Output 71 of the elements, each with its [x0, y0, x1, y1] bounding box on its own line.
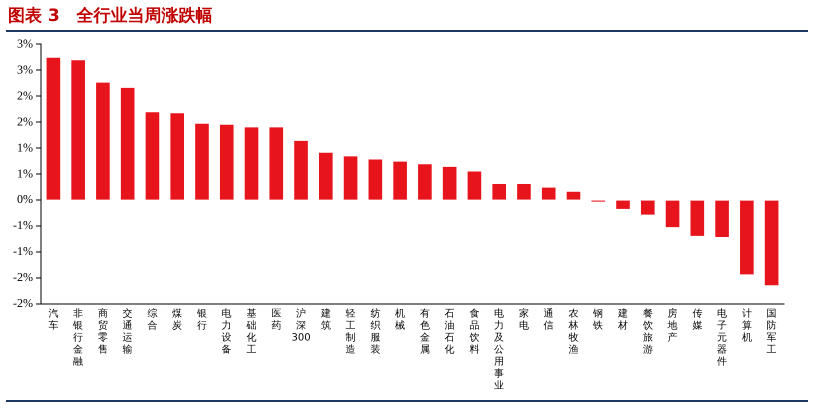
bar: [220, 124, 234, 200]
bar: [71, 60, 85, 200]
x-tick-label: 医药: [271, 308, 282, 332]
bar: [269, 127, 284, 200]
bar: [640, 200, 655, 215]
y-tick-label: -1%: [12, 218, 33, 232]
bar: [715, 200, 729, 237]
bar: [690, 200, 704, 236]
x-tick-label: 钢铁: [592, 308, 604, 332]
y-tick-label: 1%: [16, 166, 33, 180]
chart-title: 图表 3 全行业当周涨跌幅: [8, 5, 213, 27]
x-tick-label: 计算机: [742, 308, 752, 344]
y-tick-label: -2%: [12, 270, 33, 284]
bar: [764, 200, 778, 286]
bar: [616, 200, 630, 209]
x-tick-label: 房地产: [666, 308, 678, 344]
x-tick-label: 综合: [147, 308, 158, 332]
bar: [120, 88, 134, 200]
bar: [468, 172, 482, 200]
x-tick-label: 建材: [617, 308, 628, 332]
x-tick-label: 轻工制造: [346, 308, 356, 356]
x-tick-label: 建筑: [320, 308, 331, 332]
x-tick-label: 煤炭: [172, 308, 182, 332]
x-tick-label: 电子元器件: [717, 308, 728, 368]
x-tick-label: 食品饮料: [468, 308, 480, 356]
x-tick-label: 银行: [196, 308, 207, 332]
x-tick-label: 沪深300: [292, 308, 311, 344]
y-tick-label: -2%: [12, 296, 33, 310]
bar: [170, 113, 184, 200]
x-tick-label: 基础化工: [246, 308, 257, 356]
y-tick-label: 1%: [16, 140, 33, 154]
x-tick-label: 餐饮旅游: [642, 308, 653, 356]
y-tick-label: 2%: [16, 114, 33, 128]
bar: [666, 200, 680, 228]
x-tick-label: 汽车: [48, 308, 58, 332]
y-tick-label: 2%: [16, 88, 33, 102]
x-tick-label: 通信: [544, 308, 554, 332]
bar: [442, 166, 456, 200]
y-tick-label: 3%: [16, 62, 33, 76]
x-tick-label: 电力设备: [222, 308, 232, 356]
x-tick-label: 电力及公用事业: [494, 308, 504, 392]
bar: [96, 82, 110, 200]
x-tick-label: 纺织服装: [370, 308, 380, 356]
bar: [368, 160, 382, 200]
bar: [393, 162, 407, 200]
x-tick-label: 非银行金融: [72, 308, 84, 368]
bar: [294, 140, 308, 200]
x-tick-label: 国防军工: [766, 308, 777, 356]
x-tick-label: 家电: [518, 308, 529, 332]
x-tick-label: 石油石化: [444, 308, 455, 356]
bar: [566, 192, 580, 200]
x-tick-label: 机械: [395, 308, 406, 332]
bar: [418, 164, 432, 200]
bar: [740, 200, 754, 274]
x-tick-label: 农林牧渔: [567, 308, 578, 356]
bar: [46, 58, 60, 200]
bar: [344, 156, 358, 200]
x-tick-label: 交通运输: [122, 308, 133, 356]
x-tick-label: 传媒: [692, 308, 702, 332]
y-tick-label: 3%: [16, 36, 33, 50]
bar: [542, 188, 556, 200]
x-tick-label: 商贸零售: [98, 308, 108, 356]
bar: [195, 124, 209, 200]
bar: [319, 152, 333, 200]
x-tick-label: 有色金属: [420, 308, 430, 356]
bar: [244, 127, 258, 200]
y-tick-label: -1%: [12, 244, 33, 258]
bar: [146, 112, 160, 200]
bar: [517, 184, 531, 200]
bar: [492, 184, 506, 200]
y-tick-label: 0%: [16, 192, 33, 206]
